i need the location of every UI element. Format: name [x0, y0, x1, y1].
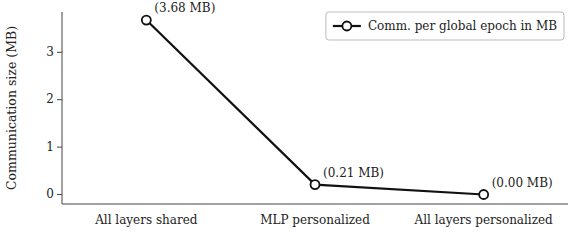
legend-box: [326, 12, 564, 40]
chart-container: 0 1 2 3 All layers shared MLP personalized All…: [0, 0, 578, 244]
x-tick-label: All layers shared: [94, 213, 198, 227]
chart: 0 1 2 3 All layers shared MLP personalized All…: [0, 0, 578, 244]
y-tick: [57, 99, 62, 100]
legend-marker: [342, 22, 351, 31]
y-tick-label: 1: [46, 140, 54, 154]
y-tick: [57, 147, 62, 148]
data-label: (0.21 MB): [323, 166, 384, 180]
x-tick-label: All layers personalized: [414, 213, 554, 227]
legend-label: Comm. per global epoch in MB: [368, 19, 557, 33]
marker: [311, 180, 320, 189]
y-tick: [57, 52, 62, 53]
y-axis-line: [62, 12, 63, 204]
marker: [479, 190, 488, 199]
y-axis-label: Communication size (MB): [4, 26, 19, 190]
y-tick-label: 3: [46, 45, 54, 59]
x-tick-label: MLP personalized: [260, 213, 370, 227]
legend: Comm. per global epoch in MB: [326, 12, 564, 40]
y-tick-label: 2: [46, 92, 54, 106]
y-tick: [57, 194, 62, 195]
x-axis-line: [62, 204, 568, 205]
line: [146, 20, 483, 194]
data-label: (3.68 MB): [154, 1, 215, 15]
marker: [142, 16, 151, 25]
y-tick-label: 0: [46, 187, 54, 201]
plot-area: [142, 16, 488, 199]
data-label: (0.00 MB): [492, 176, 553, 190]
